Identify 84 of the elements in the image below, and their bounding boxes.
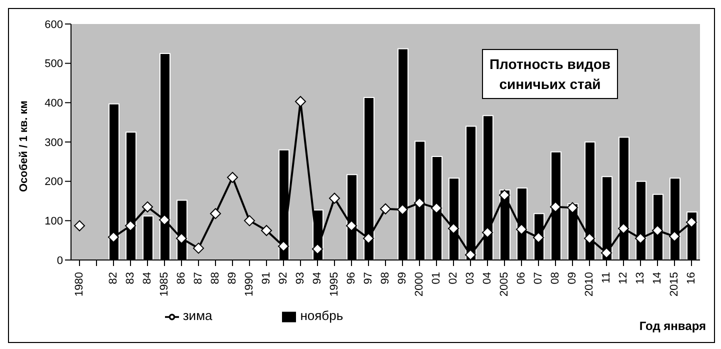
x-tick-label: 83 [124,272,136,284]
x-tick-label: 04 [482,272,494,284]
x-tick-label: 88 [210,272,222,284]
y-tick-label: 400 [44,98,63,110]
y-tick-label: 600 [44,18,63,31]
x-tick-label: 87 [192,272,204,284]
x-tick-label: 96 [346,272,358,284]
point [448,223,459,234]
point [295,96,306,107]
x-tick-label: 13 [634,272,646,284]
x-tick-label: 91 [260,272,272,284]
point [74,220,85,232]
x-tick-label: 12 [618,272,630,284]
x-tick-label: 16 [686,272,698,284]
point [652,225,663,236]
y-tick-label: 500 [44,58,63,70]
point [142,201,153,212]
x-tick-label: 2005 [498,272,510,296]
x-tick-label: 2000 [414,272,426,296]
text: Плотность видов синичьих стай [482,49,618,99]
x-tick-label: 09 [566,272,578,284]
x-tick-label: 1995 [328,272,340,296]
y-axis-title: Особей / 1 кв. км [18,100,30,192]
x-tick-label: 86 [176,272,188,284]
x-tick-label: 82 [108,272,120,284]
x-tick-label: 99 [396,272,408,284]
x-tick-label: 1985 [158,272,170,296]
point [261,225,272,236]
point [686,216,697,228]
legend-label: зима [182,308,212,323]
point [329,192,340,204]
x-tick-label: 98 [380,272,392,284]
x-tick-label: 03 [464,272,476,284]
x-tick-label: 07 [532,272,544,284]
x-tick-label: 08 [550,272,562,284]
x-tick-label: 94 [312,272,324,284]
point [159,214,170,226]
point [227,172,238,183]
x-tick-label: 1980 [74,272,86,296]
x-axis-title: Год января [639,319,706,333]
x-tick-label: 01 [430,272,442,284]
x-tick-label: 2010 [584,272,596,296]
x-tick-label: 84 [142,272,154,284]
y-tick-label: 200 [44,176,63,188]
x-tick-label: 06 [516,272,528,284]
x-tick-label: 11 [600,272,612,284]
point [584,232,595,244]
point [482,226,493,238]
point [431,202,442,214]
point [108,232,119,243]
point [669,230,680,242]
x-tick-label: 2015 [668,272,680,296]
point [210,208,221,220]
y-tick-label: 0 [56,254,63,267]
x-tick-label: 97 [362,272,374,284]
point [346,220,357,232]
point [635,232,646,244]
x-tick-label: 1990 [244,272,256,296]
point [499,190,510,201]
point [465,249,476,260]
point [125,220,136,232]
point [414,197,425,208]
point [618,223,629,234]
x-tick-label: 14 [652,272,664,284]
point [278,240,289,252]
point [193,242,204,254]
point [601,247,612,258]
point [363,232,374,244]
point [176,232,187,244]
point [312,243,323,254]
point [550,201,561,212]
point [380,203,391,214]
y-tick-label: 100 [44,216,63,228]
point [244,215,255,226]
x-tick-label: 89 [226,272,238,284]
point [567,202,578,214]
x-tick-label: 93 [294,272,306,284]
x-tick-label: 02 [448,272,460,284]
legend-label: ноябрь [300,308,344,323]
x-tick-label: 92 [278,272,290,284]
point [533,232,544,244]
y-tick-label: 300 [44,136,63,149]
point [397,204,408,216]
point [516,224,527,235]
